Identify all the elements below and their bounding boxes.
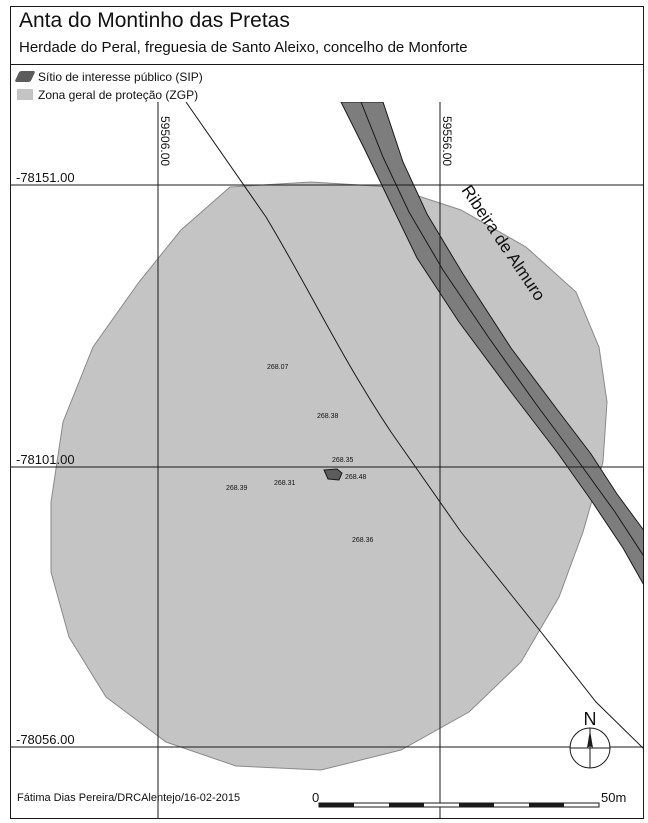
map-subtitle: Herdade do Peral, freguesia de Santo Ale… [19, 39, 468, 56]
title-divider [11, 64, 643, 65]
scale-bar-start-label: 0 [312, 790, 319, 805]
north-arrow-label: N [584, 709, 597, 729]
map-credit: Fátima Dias Pereira/DRCAlentejo/16-02-20… [17, 792, 241, 804]
spot-height: 268.39 [226, 485, 248, 492]
site-sip [323, 468, 343, 481]
scale-bar-end-label: 50m [601, 790, 626, 805]
boundary-line [185, 102, 643, 749]
river-center-line [360, 102, 643, 556]
spot-height: 268.35 [332, 457, 354, 464]
easting-label-2: 59556.00 [440, 116, 454, 166]
north-arrow-icon [569, 727, 611, 769]
map-title: Anta do Montinho das Pretas [19, 9, 290, 32]
legend-label-zgp: Zona geral de proteção (ZGP) [38, 87, 199, 102]
legend-label-sip: Sítio de interesse público (SIP) [38, 69, 203, 84]
legend-item-zgp: Zona geral de proteção (ZGP) [17, 87, 198, 102]
scale-bar [318, 802, 600, 808]
map-canvas: 59506.00 59556.00 -78151.00 -78101.00 -7… [11, 102, 643, 818]
sip-swatch-icon [14, 71, 36, 83]
map-frame: Anta do Montinho das Pretas Herdade do P… [10, 6, 644, 819]
northing-label-1: -78151.00 [16, 170, 75, 185]
spot-height: 268.48 [345, 474, 367, 481]
legend-item-sip: Sítio de interesse público (SIP) [14, 69, 203, 84]
zgp-swatch-icon [17, 89, 33, 101]
northing-label-3: -78056.00 [16, 732, 75, 747]
spot-height: 268.38 [317, 413, 339, 420]
spot-height: 268.36 [352, 537, 374, 544]
spot-height: 268.07 [267, 364, 289, 371]
spot-height: 268.31 [274, 480, 296, 487]
easting-label-1: 59506.00 [158, 116, 172, 166]
northing-label-2: -78101.00 [16, 452, 75, 467]
